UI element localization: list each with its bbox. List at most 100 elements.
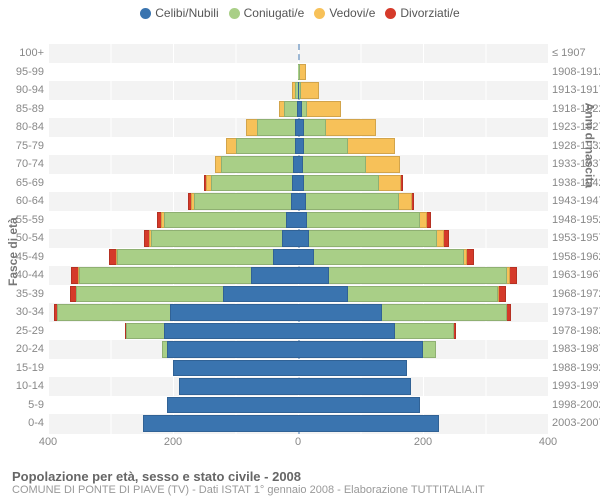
age-label: 70-74 — [16, 155, 48, 174]
bar-segment — [126, 323, 164, 340]
bar-segment — [57, 304, 170, 321]
bar-segment — [298, 360, 407, 377]
age-label: 80-84 — [16, 118, 48, 137]
age-label: 85-89 — [16, 100, 48, 119]
legend: Celibi/NubiliConiugati/eVedovi/eDivorzia… — [0, 0, 600, 20]
bar-segment — [298, 249, 314, 266]
bar-male — [179, 378, 298, 395]
bar-male — [279, 101, 298, 118]
bar-male — [226, 138, 298, 155]
legend-label: Vedovi/e — [329, 6, 375, 20]
bar-segment — [401, 175, 403, 192]
bar-female — [298, 138, 395, 155]
bar-male — [71, 267, 299, 284]
bar-segment — [143, 415, 298, 432]
bar-segment — [304, 119, 326, 136]
age-row: 95-991908-1912 — [48, 63, 548, 82]
bar-segment — [298, 341, 423, 358]
bar-segment — [382, 304, 507, 321]
bar-male — [143, 415, 298, 432]
plot-area: 100+≤ 190795-991908-191290-941913-191785… — [48, 44, 548, 434]
bar-segment — [329, 267, 507, 284]
x-tick-label: 0 — [295, 436, 301, 448]
age-row: 80-841923-1927 — [48, 118, 548, 137]
age-row: 5-91998-2002 — [48, 396, 548, 415]
bar-male — [157, 212, 298, 229]
age-row: 85-891918-1922 — [48, 100, 548, 119]
bar-segment — [164, 212, 286, 229]
bar-segment — [286, 212, 299, 229]
bar-segment — [79, 267, 251, 284]
bar-segment — [298, 323, 395, 340]
age-row: 75-791928-1932 — [48, 137, 548, 156]
age-label: 100+ — [19, 44, 48, 63]
y-axis-label-right: Anni di nascita — [582, 103, 596, 188]
bar-segment — [499, 286, 505, 303]
bar-segment — [298, 397, 420, 414]
age-row: 100+≤ 1907 — [48, 44, 548, 63]
bar-segment — [314, 249, 464, 266]
x-tick-label: 400 — [39, 436, 57, 448]
footer-title: Popolazione per età, sesso e stato civil… — [12, 469, 588, 484]
y-axis-label-left: Fasce di età — [6, 217, 20, 286]
bar-female — [298, 175, 403, 192]
bar-segment — [467, 249, 473, 266]
bar-segment — [167, 397, 298, 414]
bar-segment — [164, 323, 298, 340]
age-row: 70-741933-1937 — [48, 155, 548, 174]
bar-segment — [151, 230, 282, 247]
age-label: 30-34 — [16, 303, 48, 322]
age-row: 45-491958-1962 — [48, 248, 548, 267]
bar-segment — [211, 175, 292, 192]
bar-female — [298, 323, 456, 340]
birth-year-label: 1913-1917 — [548, 81, 600, 100]
age-label: 5-9 — [28, 396, 48, 415]
bar-female — [298, 286, 506, 303]
bar-segment — [507, 304, 511, 321]
bar-segment — [251, 267, 298, 284]
bar-female — [298, 156, 400, 173]
bar-female — [298, 378, 411, 395]
bar-female — [298, 64, 306, 81]
bar-female — [298, 249, 474, 266]
bar-female — [298, 304, 511, 321]
bar-segment — [236, 138, 295, 155]
bar-segment — [194, 193, 291, 210]
bar-segment — [298, 286, 348, 303]
bar-segment — [179, 378, 298, 395]
bar-male — [125, 323, 298, 340]
age-row: 25-291978-1982 — [48, 322, 548, 341]
bar-male — [173, 360, 298, 377]
x-axis-ticks: 4002000200400 — [48, 436, 548, 450]
bar-female — [298, 119, 376, 136]
bar-segment — [412, 193, 415, 210]
bar-segment — [444, 230, 449, 247]
birth-year-label: 1943-1947 — [548, 192, 600, 211]
birth-year-label: 2003-2007 — [548, 414, 600, 433]
bar-segment — [306, 193, 400, 210]
legend-item: Coniugati/e — [229, 6, 305, 20]
legend-swatch — [140, 8, 151, 19]
bar-male — [246, 119, 298, 136]
bar-segment — [326, 119, 376, 136]
bar-segment — [423, 341, 436, 358]
bar-segment — [284, 101, 297, 118]
age-label: 25-29 — [16, 322, 48, 341]
birth-year-label: 1958-1962 — [548, 248, 600, 267]
bar-segment — [298, 304, 382, 321]
bar-male — [70, 286, 298, 303]
bar-segment — [298, 378, 411, 395]
bar-segment — [257, 119, 295, 136]
bar-segment — [173, 360, 298, 377]
age-row: 60-641943-1947 — [48, 192, 548, 211]
age-row: 35-391968-1972 — [48, 285, 548, 304]
bar-segment — [71, 267, 79, 284]
birth-year-label: 1968-1972 — [548, 285, 600, 304]
birth-year-label: 1953-1957 — [548, 229, 600, 248]
bar-female — [298, 341, 436, 358]
age-label: 50-54 — [16, 229, 48, 248]
bar-female — [298, 212, 431, 229]
legend-item: Vedovi/e — [314, 6, 375, 20]
age-row: 0-42003-2007 — [48, 414, 548, 433]
bar-segment — [304, 175, 379, 192]
